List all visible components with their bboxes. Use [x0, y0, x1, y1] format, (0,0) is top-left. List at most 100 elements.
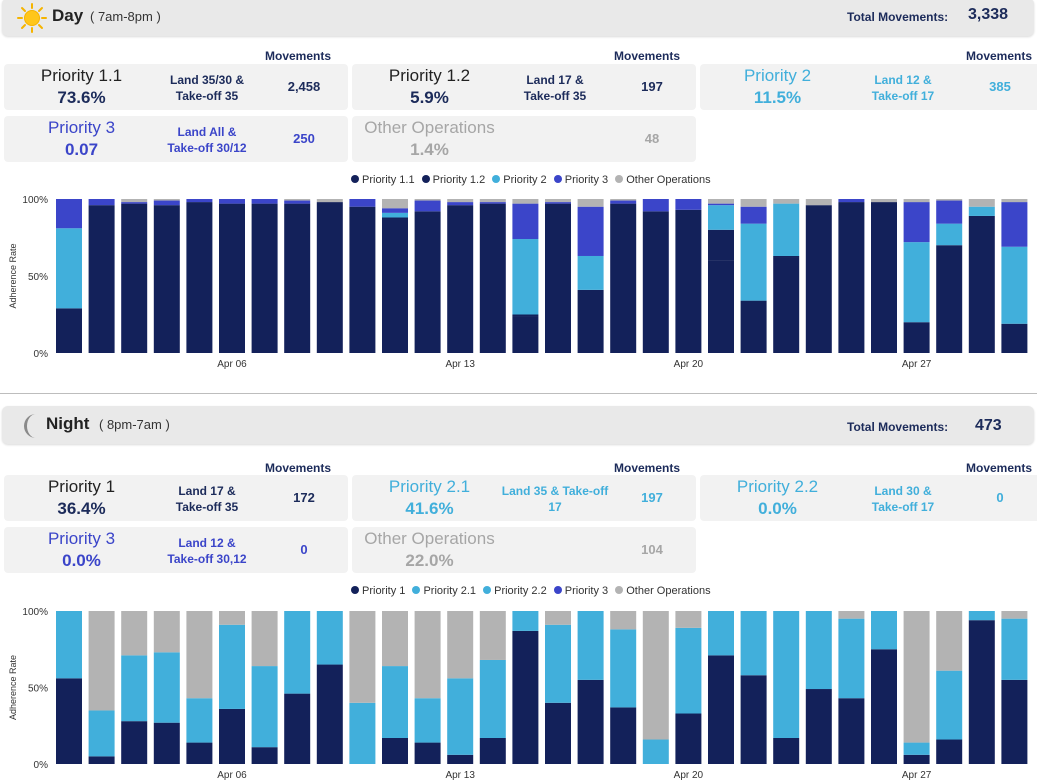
- bar-segment[interactable]: [545, 624, 571, 703]
- legend-item[interactable]: Other Operations: [615, 174, 711, 186]
- bar-segment[interactable]: [414, 199, 441, 201]
- bar-segment[interactable]: [708, 611, 734, 656]
- legend-item[interactable]: Priority 1.2: [421, 174, 485, 186]
- bar-segment[interactable]: [871, 611, 897, 650]
- bar-segment[interactable]: [316, 664, 343, 764]
- bar-segment[interactable]: [512, 203, 539, 240]
- bar-segment[interactable]: [871, 202, 897, 353]
- bar-segment[interactable]: [284, 199, 311, 201]
- bar-segment[interactable]: [284, 203, 311, 353]
- bar-segment[interactable]: [414, 200, 441, 212]
- bar-segment[interactable]: [577, 255, 604, 290]
- bar-segment[interactable]: [577, 679, 604, 764]
- bar-segment[interactable]: [447, 754, 474, 764]
- bar-segment[interactable]: [251, 199, 278, 204]
- bar-segment[interactable]: [740, 223, 767, 301]
- bar-segment[interactable]: [936, 670, 963, 740]
- bar-segment[interactable]: [251, 666, 278, 748]
- bar-segment[interactable]: [1001, 679, 1028, 764]
- bar-segment[interactable]: [56, 199, 82, 229]
- bar-segment[interactable]: [968, 206, 995, 216]
- bar-segment[interactable]: [903, 322, 930, 353]
- bar-segment[interactable]: [382, 737, 408, 764]
- bar-segment[interactable]: [642, 739, 669, 764]
- bar-segment[interactable]: [936, 245, 963, 353]
- bar-segment[interactable]: [773, 199, 800, 204]
- bar-segment[interactable]: [186, 742, 213, 764]
- bar-segment[interactable]: [610, 707, 637, 764]
- bar-segment[interactable]: [936, 199, 963, 201]
- bar-segment[interactable]: [251, 203, 278, 353]
- bar-segment[interactable]: [251, 611, 278, 667]
- bar-segment[interactable]: [838, 611, 865, 619]
- bar-segment[interactable]: [153, 722, 180, 764]
- bar-segment[interactable]: [382, 199, 408, 209]
- bar-segment[interactable]: [121, 203, 148, 353]
- bar-segment[interactable]: [1001, 323, 1028, 353]
- bar-segment[interactable]: [805, 689, 832, 764]
- bar-segment[interactable]: [186, 199, 213, 203]
- bar-segment[interactable]: [121, 655, 148, 722]
- bar-segment[interactable]: [1001, 611, 1028, 619]
- bar-segment[interactable]: [349, 611, 376, 703]
- bar-segment[interactable]: [577, 611, 604, 680]
- bar-segment[interactable]: [936, 223, 963, 246]
- bar-segment[interactable]: [740, 611, 767, 676]
- bar-segment[interactable]: [186, 611, 213, 699]
- bar-segment[interactable]: [88, 756, 115, 764]
- bar-segment[interactable]: [382, 219, 408, 353]
- bar-segment[interactable]: [1001, 202, 1028, 247]
- bar-segment[interactable]: [675, 209, 702, 353]
- bar-segment[interactable]: [219, 203, 245, 353]
- bar-segment[interactable]: [805, 611, 832, 690]
- bar-segment[interactable]: [903, 242, 930, 323]
- bar-segment[interactable]: [284, 200, 311, 204]
- bar-segment[interactable]: [284, 611, 311, 694]
- bar-segment[interactable]: [1001, 246, 1028, 324]
- bar-segment[interactable]: [936, 611, 963, 671]
- bar-segment[interactable]: [577, 206, 604, 256]
- legend-item[interactable]: Priority 1.1: [351, 174, 415, 186]
- bar-segment[interactable]: [871, 649, 897, 764]
- bar-segment[interactable]: [610, 200, 637, 204]
- bar-segment[interactable]: [871, 199, 897, 203]
- bar-segment[interactable]: [153, 205, 180, 353]
- bar-segment[interactable]: [88, 611, 115, 711]
- bar-segment[interactable]: [675, 713, 702, 764]
- bar-segment[interactable]: [545, 199, 571, 203]
- legend-item[interactable]: Priority 2.2: [483, 585, 547, 597]
- bar-segment[interactable]: [805, 199, 832, 206]
- bar-segment[interactable]: [708, 199, 734, 204]
- bar-segment[interactable]: [447, 202, 474, 206]
- bar-segment[interactable]: [740, 199, 767, 207]
- bar-segment[interactable]: [968, 620, 995, 764]
- bar-segment[interactable]: [610, 611, 637, 630]
- bar-segment[interactable]: [512, 199, 539, 204]
- bar-segment[interactable]: [447, 611, 474, 679]
- bar-segment[interactable]: [316, 202, 343, 353]
- bar-segment[interactable]: [153, 652, 180, 723]
- bar-segment[interactable]: [479, 737, 506, 764]
- bar-segment[interactable]: [903, 202, 930, 243]
- bar-segment[interactable]: [773, 257, 800, 353]
- bar-segment[interactable]: [512, 316, 539, 353]
- bar-segment[interactable]: [838, 618, 865, 699]
- bar-segment[interactable]: [479, 611, 506, 660]
- bar-segment[interactable]: [447, 205, 474, 353]
- bar-segment[interactable]: [610, 199, 637, 201]
- bar-segment[interactable]: [642, 611, 669, 740]
- bar-segment[interactable]: [349, 206, 376, 353]
- bar-segment[interactable]: [577, 199, 604, 207]
- bar-segment[interactable]: [219, 624, 245, 709]
- bar-segment[interactable]: [121, 202, 148, 204]
- bar-segment[interactable]: [903, 199, 930, 203]
- bar-segment[interactable]: [316, 611, 343, 665]
- bar-segment[interactable]: [121, 611, 148, 656]
- legend-item[interactable]: Priority 2: [492, 174, 547, 186]
- bar-segment[interactable]: [610, 203, 637, 353]
- bar-segment[interactable]: [153, 611, 180, 653]
- legend-item[interactable]: Priority 2.1: [412, 585, 476, 597]
- bar-segment[interactable]: [773, 611, 800, 738]
- bar-segment[interactable]: [382, 217, 408, 220]
- bar-segment[interactable]: [251, 747, 278, 764]
